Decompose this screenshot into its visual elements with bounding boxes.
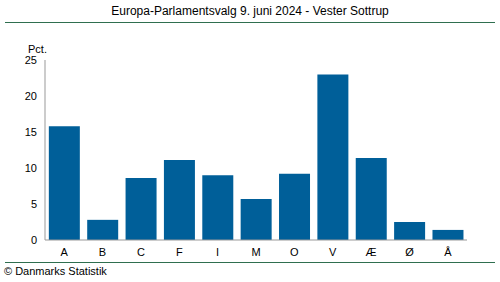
svg-text:0: 0 xyxy=(31,234,37,246)
svg-text:Å: Å xyxy=(444,246,452,258)
svg-text:C: C xyxy=(137,246,145,258)
svg-text:25: 25 xyxy=(25,54,37,66)
svg-text:I: I xyxy=(216,246,219,258)
svg-text:O: O xyxy=(290,246,299,258)
svg-text:F: F xyxy=(176,246,183,258)
svg-text:10: 10 xyxy=(25,162,37,174)
svg-text:Ø: Ø xyxy=(405,246,414,258)
svg-text:15: 15 xyxy=(25,126,37,138)
svg-text:V: V xyxy=(329,246,337,258)
svg-text:A: A xyxy=(61,246,69,258)
svg-text:20: 20 xyxy=(25,90,37,102)
svg-text:5: 5 xyxy=(31,198,37,210)
svg-text:M: M xyxy=(251,246,260,258)
html-text:© Danmarks Statistik: © Danmarks Statistik xyxy=(4,265,107,277)
html-text:Pct.: Pct. xyxy=(28,43,47,55)
svg-text:B: B xyxy=(99,246,106,258)
svg-text:Æ: Æ xyxy=(366,246,377,258)
html-text:Europa-Parlamentsvalg 9. juni: Europa-Parlamentsvalg 9. juni 2024 - Ves… xyxy=(111,4,389,18)
